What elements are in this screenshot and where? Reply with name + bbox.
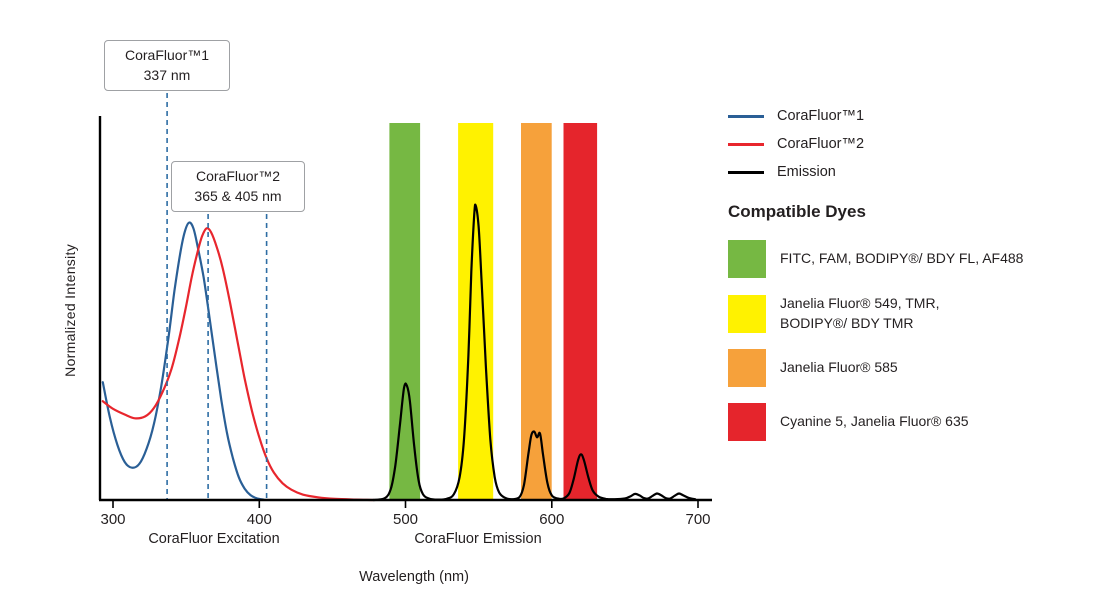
legend-line-swatch <box>728 170 764 174</box>
callout-value: 365 & 405 nm <box>194 187 282 204</box>
x-tick-label: 300 <box>100 511 125 528</box>
legend-item-corafluor1: CoraFluor™1 <box>728 102 1100 130</box>
x-tick-label: 600 <box>539 511 564 528</box>
legend-item-corafluor2: CoraFluor™2 <box>728 130 1100 158</box>
x-tick-label: 700 <box>685 511 710 528</box>
x-axis-label: Wavelength (nm) <box>359 569 469 585</box>
x-section-label-excitation: CoraFluor Excitation <box>148 531 280 547</box>
callout-value: 337 nm <box>143 66 191 83</box>
filter-bands-layer <box>389 123 598 500</box>
legend-line-swatch <box>728 142 764 146</box>
x-tick-label: 400 <box>247 511 272 528</box>
dye-color-swatch <box>728 294 766 333</box>
dye-item-orange: Janelia Fluor® 585 <box>728 349 1100 388</box>
x-section-label-emission: CoraFluor Emission <box>414 531 542 547</box>
dye-item-yellow: Janelia Fluor® 549, TMR, BODIPY®/ BDY TM… <box>728 294 1100 333</box>
dye-label: FITC, FAM, BODIPY®/ BDY FL, AF488 <box>780 250 1024 267</box>
callout-corafluor1: CoraFluor™1 337 nm <box>104 40 230 92</box>
callout-title: CoraFluor™1 <box>124 47 210 63</box>
dye-color-swatch <box>728 403 766 442</box>
series-emission <box>372 203 697 502</box>
filter-band-orange-filter <box>521 123 552 500</box>
y-axis-label-wrap: Normalized Intensity <box>62 118 78 502</box>
callout-corafluor2: CoraFluor™2 365 & 405 nm <box>171 161 305 213</box>
y-axis-label: Normalized Intensity <box>62 243 78 377</box>
legend-label: Emission <box>777 164 836 180</box>
compatible-dyes-heading: Compatible Dyes <box>728 202 866 221</box>
legend-label: CoraFluor™1 <box>777 108 865 124</box>
dye-label: Cyanine 5, Janelia Fluor® 635 <box>780 413 969 430</box>
x-tick-label: 500 <box>393 511 418 528</box>
series-corafluor-1 <box>101 221 265 501</box>
dye-label: Janelia Fluor® 585 <box>780 359 898 376</box>
dye-label: Janelia Fluor® 549, TMR, BODIPY®/ BDY TM… <box>780 295 940 331</box>
legend-panel: CoraFluor™1 CoraFluor™2 Emission Compati… <box>728 102 1100 457</box>
legend-item-emission: Emission <box>728 158 1100 186</box>
filter-band-red-filter <box>563 123 598 500</box>
legend-line-swatch <box>728 114 764 118</box>
dye-item-green: FITC, FAM, BODIPY®/ BDY FL, AF488 <box>728 240 1100 278</box>
annotation-lines-layer <box>166 84 268 500</box>
dye-color-swatch <box>728 349 766 388</box>
dye-color-swatch <box>728 240 766 278</box>
legend-label: CoraFluor™2 <box>777 136 865 152</box>
axes-layer: 300 400 500 600 700 <box>98 116 712 528</box>
filter-band-green-filter <box>389 123 421 500</box>
series-corafluor-2 <box>101 227 375 502</box>
callout-title: CoraFluor™2 <box>195 168 281 184</box>
spectra-curves-layer <box>101 203 697 502</box>
dye-item-red: Cyanine 5, Janelia Fluor® 635 <box>728 403 1100 442</box>
